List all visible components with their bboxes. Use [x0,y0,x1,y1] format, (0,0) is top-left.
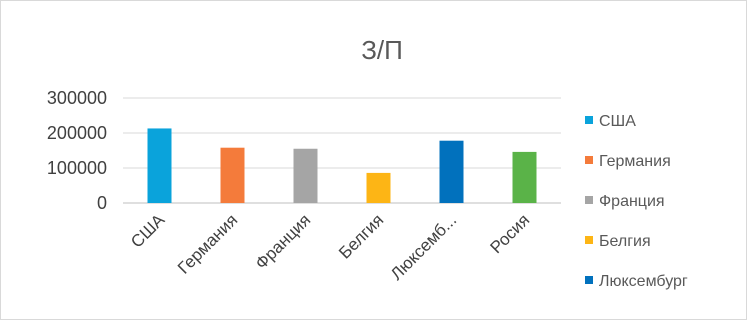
legend-swatch [585,156,593,164]
x-tick-label: Франция [252,210,315,273]
y-tick-label: 0 [97,193,107,213]
legend-label: Белгия [599,233,651,250]
x-axis: США Германия Франция Белгия Люксемб... Росия [127,210,533,284]
legend-swatch [585,236,593,244]
legend: США Германия Франция Белгия Люксембург [585,113,688,290]
y-axis: 0 100000 200000 300000 [47,88,107,213]
x-tick-label: США [127,210,169,252]
legend-label: Германия [599,153,671,170]
bar [366,172,391,203]
chart-title: З/П [361,35,403,65]
y-tick-label: 200000 [47,123,107,143]
x-tick-label: Германия [174,210,241,277]
bar [147,128,172,203]
legend-swatch [585,116,593,124]
y-tick-label: 100000 [47,158,107,178]
bar [293,148,318,203]
y-tick-label: 300000 [47,88,107,108]
legend-swatch [585,196,593,204]
legend-label: Франция [599,193,665,210]
legend-label: Люксембург [599,273,688,290]
bars [147,128,537,203]
legend-swatch [585,276,593,284]
x-tick-label: Росия [486,210,533,257]
x-tick-label: Белгия [335,210,387,262]
legend-label: США [599,113,636,130]
bar [439,140,464,203]
bar [512,151,537,203]
bar [220,147,245,203]
x-tick-label: Люксемб... [387,210,460,283]
gridlines [123,97,561,204]
